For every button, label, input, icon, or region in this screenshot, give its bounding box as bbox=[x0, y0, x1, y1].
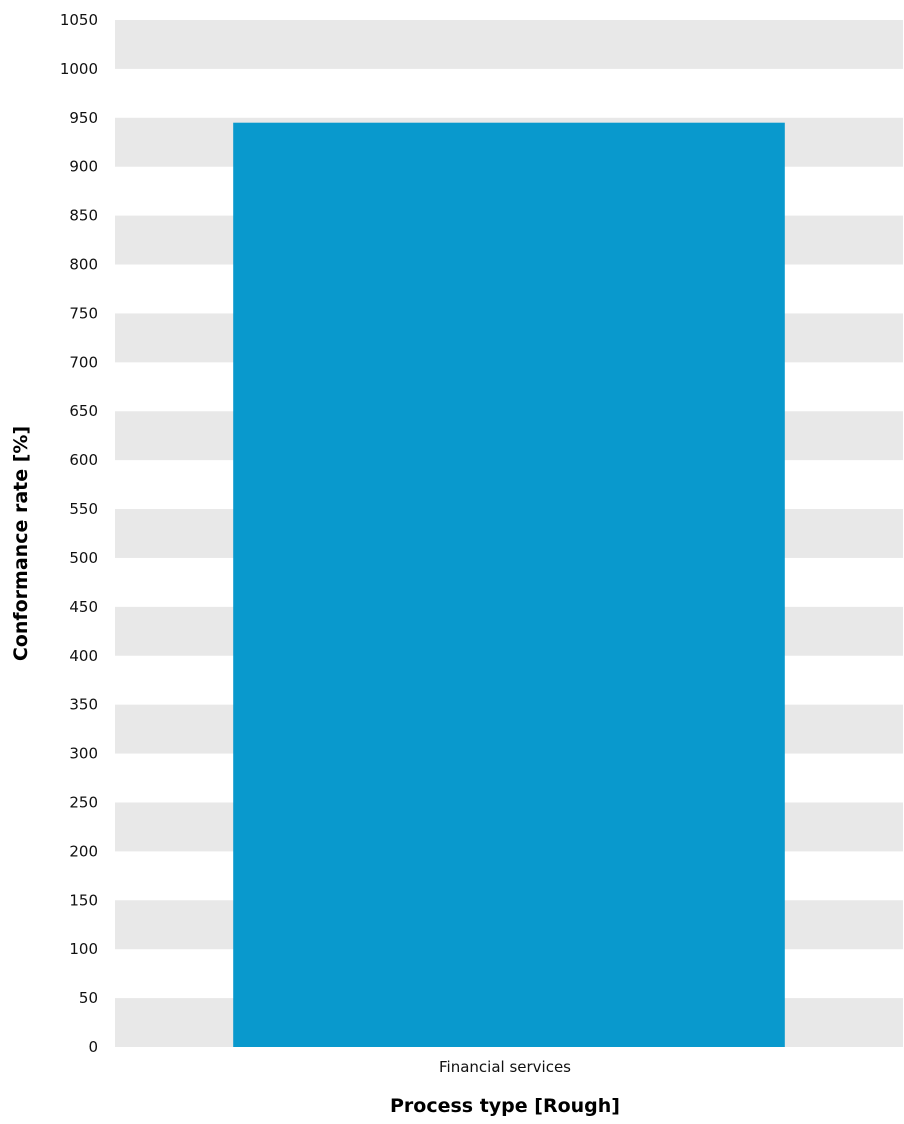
x-tick-label: Financial services bbox=[439, 1058, 571, 1076]
y-tick-label: 700 bbox=[69, 353, 98, 371]
y-tick-label: 750 bbox=[69, 304, 98, 322]
y-tick-label: 300 bbox=[69, 745, 98, 763]
y-tick-label: 600 bbox=[69, 451, 98, 469]
y-tick-label: 800 bbox=[69, 256, 98, 274]
y-axis-title: Conformance rate [%] bbox=[10, 426, 32, 661]
y-tick-label: 200 bbox=[69, 842, 98, 860]
x-axis-title: Process type [Rough] bbox=[390, 1095, 620, 1117]
y-tick-label: 900 bbox=[69, 158, 98, 176]
y-tick-label: 550 bbox=[69, 500, 98, 518]
x-axis-ticks: Financial services bbox=[439, 1058, 571, 1076]
y-tick-label: 50 bbox=[79, 989, 98, 1007]
y-tick-label: 850 bbox=[69, 207, 98, 225]
y-tick-label: 500 bbox=[69, 549, 98, 567]
y-tick-label: 400 bbox=[69, 647, 98, 665]
y-tick-label: 1000 bbox=[60, 60, 98, 78]
bar bbox=[233, 122, 785, 1047]
y-tick-label: 450 bbox=[69, 598, 98, 616]
y-tick-label: 150 bbox=[69, 891, 98, 909]
y-axis-ticks: 0 50 100 150 200 250 300 350 400 450 500 550 600 650 7… bbox=[60, 11, 98, 1056]
y-tick-label: 1050 bbox=[60, 11, 98, 29]
bars bbox=[233, 122, 785, 1047]
y-tick-label: 350 bbox=[69, 696, 98, 714]
y-tick-label: 650 bbox=[69, 402, 98, 420]
grid-band bbox=[115, 20, 903, 69]
y-tick-label: 950 bbox=[69, 109, 98, 127]
y-tick-label: 0 bbox=[88, 1038, 98, 1056]
y-tick-label: 100 bbox=[69, 940, 98, 958]
y-tick-label: 250 bbox=[69, 793, 98, 811]
